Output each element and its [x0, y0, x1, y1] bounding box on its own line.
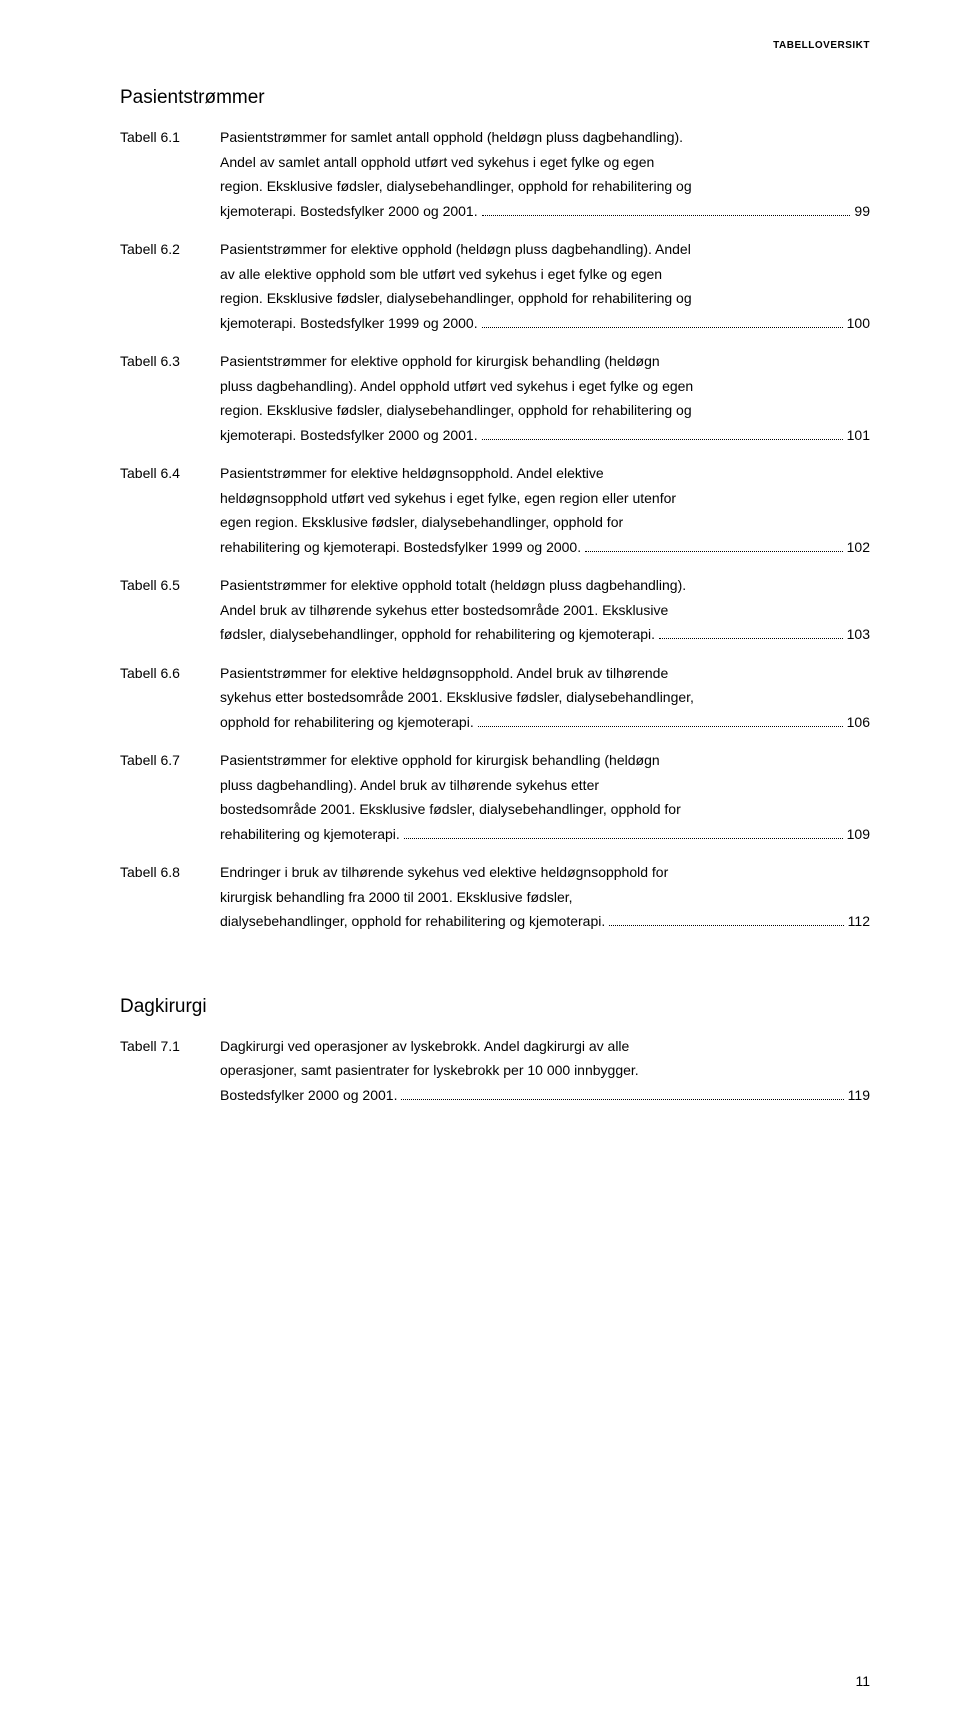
toc-entry-line: Pasientstrømmer for elektive opphold for…	[220, 748, 870, 773]
toc-leader-dots	[585, 539, 843, 552]
toc-leader-dots	[482, 427, 843, 440]
toc-entry-line: bostedsområde 2001. Eksklusive fødsler, …	[220, 797, 870, 822]
toc-entry-line: egen region. Eksklusive fødsler, dialyse…	[220, 510, 870, 535]
toc-entry: Tabell 6.3Pasientstrømmer for elektive o…	[120, 349, 870, 447]
toc-entry-line: Pasientstrømmer for elektive opphold for…	[220, 349, 870, 374]
page-number: 11	[855, 1673, 870, 1689]
toc-entry: Tabell 6.5Pasientstrømmer for elektive o…	[120, 573, 870, 647]
toc-entry-body: Pasientstrømmer for samlet antall opphol…	[220, 125, 870, 223]
toc-entry-last-text: dialysebehandlinger, opphold for rehabil…	[220, 909, 605, 934]
toc-entry-line: Andel bruk av tilhørende sykehus etter b…	[220, 598, 870, 623]
section-heading: Dagkirurgi	[120, 996, 870, 1018]
section-heading: Pasientstrømmer	[120, 87, 870, 109]
toc-entry: Tabell 6.7Pasientstrømmer for elektive o…	[120, 748, 870, 846]
toc-leader-dots	[478, 714, 843, 727]
toc-entry-line: Andel av samlet antall opphold utført ve…	[220, 150, 870, 175]
toc-entry-lastline: kjemoterapi. Bostedsfylker 2000 og 2001.…	[220, 199, 870, 224]
toc-entry-line: Pasientstrømmer for elektive opphold tot…	[220, 573, 870, 598]
toc-entry-last-text: rehabilitering og kjemoterapi. Bostedsfy…	[220, 535, 581, 560]
toc-entry-label: Tabell 6.4	[120, 461, 220, 486]
toc-entry-line: heldøgnsopphold utført ved sykehus i ege…	[220, 486, 870, 511]
toc-entry-line: Pasientstrømmer for elektive opphold (he…	[220, 237, 870, 262]
toc-entry-page: 99	[854, 199, 870, 224]
toc-entry-last-text: kjemoterapi. Bostedsfylker 2000 og 2001.	[220, 423, 478, 448]
toc-entry-label: Tabell 6.5	[120, 573, 220, 598]
running-head: TABELLOVERSIKT	[120, 40, 870, 51]
document-page: TABELLOVERSIKT Pasientstrømmer Tabell 6.1…	[0, 0, 960, 1717]
toc-entry-label: Tabell 6.3	[120, 349, 220, 374]
toc-entry-label: Tabell 6.8	[120, 860, 220, 885]
toc-leader-dots	[401, 1087, 843, 1100]
toc-entry-page: 106	[847, 710, 870, 735]
toc-entry-line: Pasientstrømmer for elektive heldøgnsopp…	[220, 661, 870, 686]
toc-leader-dots	[659, 626, 843, 639]
toc-entry-body: Endringer i bruk av tilhørende sykehus v…	[220, 860, 870, 934]
toc-entry-label: Tabell 7.1	[120, 1034, 220, 1059]
toc-entry-line: region. Eksklusive fødsler, dialysebehan…	[220, 398, 870, 423]
toc-entry-last-text: kjemoterapi. Bostedsfylker 2000 og 2001.	[220, 199, 478, 224]
toc-entry: Tabell 6.4Pasientstrømmer for elektive h…	[120, 461, 870, 559]
toc-entry-page: 103	[847, 622, 870, 647]
toc-entry-last-text: fødsler, dialysebehandlinger, opphold fo…	[220, 622, 655, 647]
toc-entry-line: operasjoner, samt pasientrater for lyske…	[220, 1058, 870, 1083]
toc-entry-label: Tabell 6.1	[120, 125, 220, 150]
toc-entry-line: kirurgisk behandling fra 2000 til 2001. …	[220, 885, 870, 910]
toc-entry-line: pluss dagbehandling). Andel opphold utfø…	[220, 374, 870, 399]
toc-leader-dots	[482, 315, 843, 328]
toc-entry-lastline: rehabilitering og kjemoterapi. 109	[220, 822, 870, 847]
toc-entry-line: Endringer i bruk av tilhørende sykehus v…	[220, 860, 870, 885]
toc-entry-page: 119	[848, 1083, 870, 1108]
toc-entry: Tabell 6.8Endringer i bruk av tilhørende…	[120, 860, 870, 934]
toc-entry-line: sykehus etter bostedsområde 2001. Eksklu…	[220, 685, 870, 710]
toc-entry: Tabell 7.1Dagkirurgi ved operasjoner av …	[120, 1034, 870, 1108]
toc-entry-lastline: Bostedsfylker 2000 og 2001. 119	[220, 1083, 870, 1108]
toc-entry-body: Pasientstrømmer for elektive heldøgnsopp…	[220, 461, 870, 559]
toc-entry-page: 109	[847, 822, 870, 847]
toc-entry-line: region. Eksklusive fødsler, dialysebehan…	[220, 286, 870, 311]
toc-entry-body: Dagkirurgi ved operasjoner av lyskebrokk…	[220, 1034, 870, 1108]
toc-leader-dots	[482, 203, 851, 216]
toc-entry-label: Tabell 6.7	[120, 748, 220, 773]
toc-entry-line: av alle elektive opphold som ble utført …	[220, 262, 870, 287]
toc-entry: Tabell 6.6Pasientstrømmer for elektive h…	[120, 661, 870, 735]
toc-entry-lastline: opphold for rehabilitering og kjemoterap…	[220, 710, 870, 735]
toc-entry-body: Pasientstrømmer for elektive opphold tot…	[220, 573, 870, 647]
toc-leader-dots	[609, 913, 843, 926]
toc-entry-body: Pasientstrømmer for elektive opphold for…	[220, 748, 870, 846]
toc-entry-page: 101	[847, 423, 870, 448]
toc-entry-body: Pasientstrømmer for elektive opphold for…	[220, 349, 870, 447]
toc-entry-last-text: opphold for rehabilitering og kjemoterap…	[220, 710, 474, 735]
toc-content: PasientstrømmerTabell 6.1Pasientstrømmer…	[120, 87, 870, 1107]
toc-leader-dots	[404, 826, 843, 839]
toc-entry: Tabell 6.1Pasientstrømmer for samlet ant…	[120, 125, 870, 223]
toc-entry-line: region. Eksklusive fødsler, dialysebehan…	[220, 174, 870, 199]
toc-entry-body: Pasientstrømmer for elektive heldøgnsopp…	[220, 661, 870, 735]
toc-entry-line: Pasientstrømmer for elektive heldøgnsopp…	[220, 461, 870, 486]
toc-entry-page: 112	[848, 909, 870, 934]
toc-entry-last-text: Bostedsfylker 2000 og 2001.	[220, 1083, 397, 1108]
toc-entry-lastline: kjemoterapi. Bostedsfylker 1999 og 2000.…	[220, 311, 870, 336]
toc-entry-body: Pasientstrømmer for elektive opphold (he…	[220, 237, 870, 335]
toc-entry-lastline: dialysebehandlinger, opphold for rehabil…	[220, 909, 870, 934]
toc-entry-line: pluss dagbehandling). Andel bruk av tilh…	[220, 773, 870, 798]
toc-entry-label: Tabell 6.6	[120, 661, 220, 686]
toc-entry-last-text: rehabilitering og kjemoterapi.	[220, 822, 400, 847]
toc-entry-lastline: kjemoterapi. Bostedsfylker 2000 og 2001.…	[220, 423, 870, 448]
toc-entry-line: Dagkirurgi ved operasjoner av lyskebrokk…	[220, 1034, 870, 1059]
toc-entry-lastline: fødsler, dialysebehandlinger, opphold fo…	[220, 622, 870, 647]
toc-entry-line: Pasientstrømmer for samlet antall opphol…	[220, 125, 870, 150]
toc-entry: Tabell 6.2Pasientstrømmer for elektive o…	[120, 237, 870, 335]
toc-entry-page: 102	[847, 535, 870, 560]
toc-entry-lastline: rehabilitering og kjemoterapi. Bostedsfy…	[220, 535, 870, 560]
toc-entry-last-text: kjemoterapi. Bostedsfylker 1999 og 2000.	[220, 311, 478, 336]
toc-entry-label: Tabell 6.2	[120, 237, 220, 262]
toc-entry-page: 100	[847, 311, 870, 336]
